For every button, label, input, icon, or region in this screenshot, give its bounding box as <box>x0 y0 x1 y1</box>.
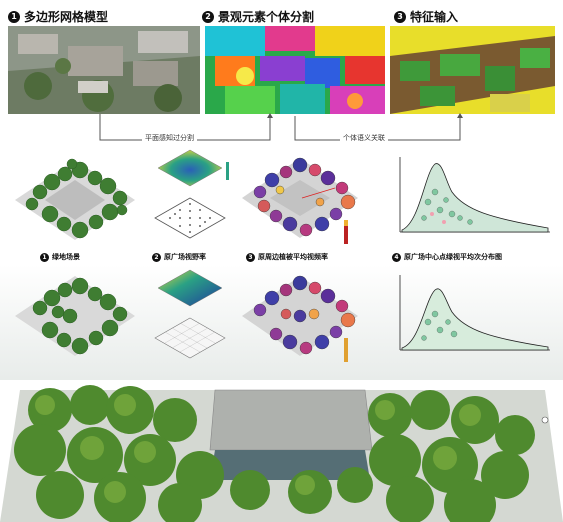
step-1-label: 多边形网格模型 <box>24 10 109 24</box>
step-3-number: 3 <box>394 10 406 23</box>
arrow-2-label: 个体语义关联 <box>340 133 388 143</box>
green-scene-diagram-2 <box>15 276 135 356</box>
row1-caption-1-number: 1 <box>40 252 49 262</box>
row1-caption-4-number: 4 <box>392 252 401 262</box>
row1-caption-1: 1 绿地场景 <box>40 252 80 262</box>
mesh-model-image <box>8 26 200 114</box>
arrow-1-label: 平面感知过分割 <box>142 133 197 143</box>
vegetation-visibility-diagram <box>242 157 358 244</box>
step-3-label: 特征输入 <box>410 10 459 24</box>
step-3-title: 3 特征输入 <box>394 8 458 25</box>
connector-arrows <box>99 113 463 141</box>
row1-caption-3: 3 原周边植被平均视频率 <box>246 252 328 262</box>
row1-caption-4: 4 原广场中心点绿视平均次分布图 <box>392 252 502 262</box>
row1-caption-3-number: 3 <box>246 252 255 262</box>
distribution-chart-2 <box>399 275 550 351</box>
row1-caption-2-number: 2 <box>152 252 161 262</box>
step-1-number: 1 <box>8 10 20 23</box>
row1-caption-2-label: 原广场视野率 <box>164 253 206 261</box>
feature-input-image <box>390 26 555 114</box>
vegetation-visibility-diagram-2 <box>242 275 358 362</box>
row1-caption-1-label: 绿地场景 <box>52 253 80 261</box>
green-scene-diagram <box>15 158 135 240</box>
row1-caption-4-label: 原广场中心点绿视平均次分布图 <box>404 253 502 261</box>
distribution-chart <box>399 157 550 233</box>
view-ratio-diagram <box>154 149 229 239</box>
step-2-label: 景观元素个体分割 <box>218 10 315 24</box>
row1-caption-2: 2 原广场视野率 <box>152 252 206 262</box>
view-ratio-diagram-2 <box>154 269 226 359</box>
row1-caption-3-label: 原周边植被平均视频率 <box>258 253 328 261</box>
segmentation-image <box>205 26 385 114</box>
step-2-number: 2 <box>202 10 214 23</box>
step-1-title: 1 多边形网格模型 <box>8 8 108 25</box>
step-2-title: 2 景观元素个体分割 <box>202 8 314 25</box>
landscape-3d-rendering <box>0 380 563 522</box>
